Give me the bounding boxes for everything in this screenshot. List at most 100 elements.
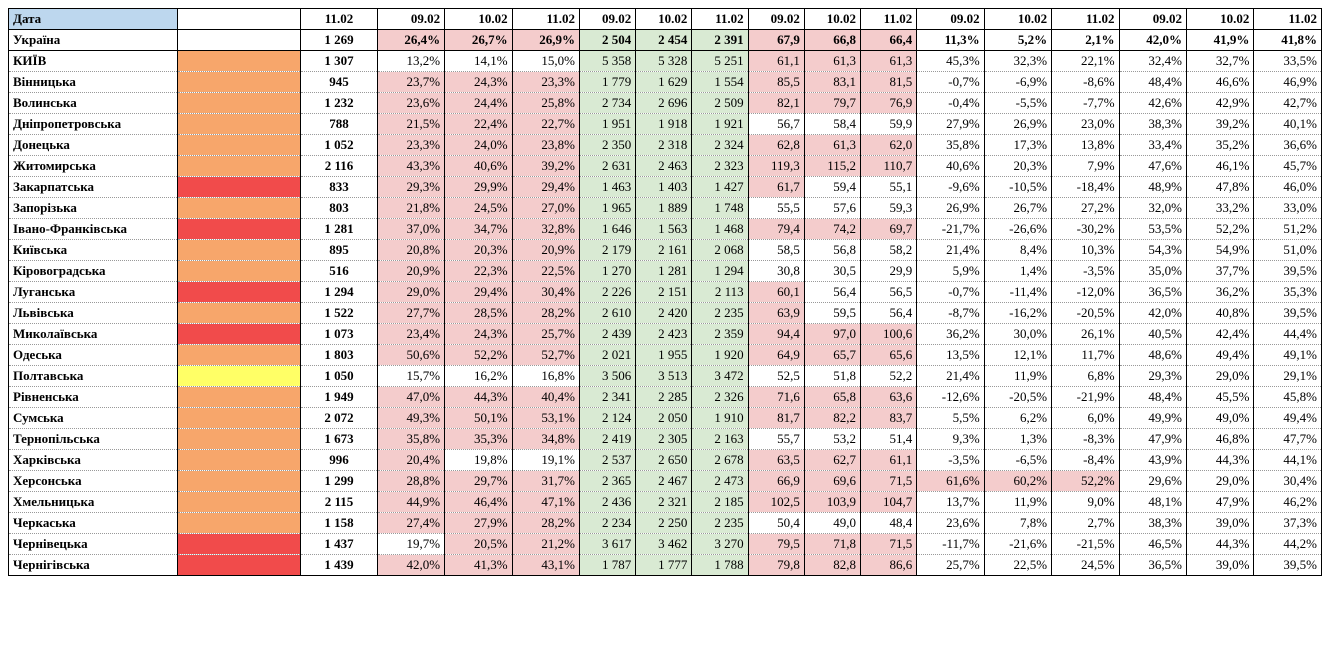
value-cell: 1 748 <box>692 198 748 219</box>
value-cell: 48,6% <box>1119 345 1186 366</box>
value-cell: 82,2 <box>804 408 860 429</box>
value-cell: -8,3% <box>1052 429 1119 450</box>
status-cell <box>177 219 301 240</box>
table-row: Запорізька80321,8%24,5%27,0%1 9651 8891 … <box>9 198 1322 219</box>
value-cell: 65,7 <box>804 345 860 366</box>
value-cell: 26,7% <box>984 198 1051 219</box>
header-g4-2: 11.02 <box>1052 9 1119 30</box>
value-cell: 3 462 <box>636 534 692 555</box>
table-row: Дніпропетровська78821,5%22,4%22,7%1 9511… <box>9 114 1322 135</box>
value-cell: 119,3 <box>748 156 804 177</box>
value-cell: 22,7% <box>512 114 579 135</box>
value-cell: 63,9 <box>748 303 804 324</box>
value-cell: 1 921 <box>692 114 748 135</box>
value-cell: 66,4 <box>861 30 917 51</box>
value-cell: 46,8% <box>1186 429 1253 450</box>
value-cell: 29,7% <box>445 471 512 492</box>
value-cell: 44,4% <box>1254 324 1322 345</box>
value-cell: 54,3% <box>1119 240 1186 261</box>
value-cell: 2 326 <box>692 387 748 408</box>
value-cell: 30,8 <box>748 261 804 282</box>
value-cell: 32,7% <box>1186 51 1253 72</box>
value-cell: 20,9% <box>377 261 444 282</box>
table-row: Україна1 26926,4%26,7%26,9%2 5042 4542 3… <box>9 30 1322 51</box>
value-cell: 2 305 <box>636 429 692 450</box>
value-cell: 5 358 <box>580 51 636 72</box>
value-cell: 2 321 <box>636 492 692 513</box>
value-cell: 62,0 <box>861 135 917 156</box>
value-cell: 11,7% <box>1052 345 1119 366</box>
value-cell: 61,3 <box>861 51 917 72</box>
table-row: Хмельницька2 11544,9%46,4%47,1%2 4362 32… <box>9 492 1322 513</box>
region-cell: Чернівецька <box>9 534 178 555</box>
value-cell: 2 250 <box>636 513 692 534</box>
table-row: Черкаська1 15827,4%27,9%28,2%2 2342 2502… <box>9 513 1322 534</box>
status-cell <box>177 366 301 387</box>
status-cell <box>177 114 301 135</box>
value-cell: -7,7% <box>1052 93 1119 114</box>
value-cell: 1 270 <box>580 261 636 282</box>
value-cell: 42,0% <box>1119 30 1186 51</box>
value-cell: -12,0% <box>1052 282 1119 303</box>
value-cell: 2 650 <box>636 450 692 471</box>
value-cell: 1 073 <box>301 324 377 345</box>
value-cell: -20,5% <box>984 387 1051 408</box>
value-cell: 14,1% <box>445 51 512 72</box>
value-cell: 52,7% <box>512 345 579 366</box>
value-cell: 20,8% <box>377 240 444 261</box>
value-cell: 2 473 <box>692 471 748 492</box>
value-cell: 40,1% <box>1254 114 1322 135</box>
value-cell: 29,6% <box>1119 471 1186 492</box>
value-cell: 56,8 <box>804 240 860 261</box>
table-row: КИЇВ1 30713,2%14,1%15,0%5 3585 3285 2516… <box>9 51 1322 72</box>
value-cell: 12,1% <box>984 345 1051 366</box>
value-cell: 1 646 <box>580 219 636 240</box>
value-cell: 29,0% <box>377 282 444 303</box>
value-cell: -10,5% <box>984 177 1051 198</box>
region-cell: Івано-Франківська <box>9 219 178 240</box>
region-cell: Тернопільська <box>9 429 178 450</box>
value-cell: 43,1% <box>512 555 579 576</box>
value-cell: 21,4% <box>917 366 984 387</box>
value-cell: 39,2% <box>1186 114 1253 135</box>
table-row: Полтавська1 05015,7%16,2%16,8%3 5063 513… <box>9 366 1322 387</box>
value-cell: 2 610 <box>580 303 636 324</box>
value-cell: 41,8% <box>1254 30 1322 51</box>
value-cell: 45,7% <box>1254 156 1322 177</box>
value-cell: 32,0% <box>1119 198 1186 219</box>
value-cell: 29,4% <box>512 177 579 198</box>
value-cell: 50,1% <box>445 408 512 429</box>
value-cell: 16,2% <box>445 366 512 387</box>
value-cell: 2 436 <box>580 492 636 513</box>
value-cell: 33,0% <box>1254 198 1322 219</box>
value-cell: 9,0% <box>1052 492 1119 513</box>
value-cell: 44,2% <box>1254 534 1322 555</box>
value-cell: 2 050 <box>636 408 692 429</box>
value-cell: -3,5% <box>1052 261 1119 282</box>
region-cell: Закарпатська <box>9 177 178 198</box>
value-cell: 103,9 <box>804 492 860 513</box>
value-cell: -8,6% <box>1052 72 1119 93</box>
value-cell: 2 678 <box>692 450 748 471</box>
value-cell: 40,5% <box>1119 324 1186 345</box>
value-cell: 40,4% <box>512 387 579 408</box>
status-cell <box>177 303 301 324</box>
value-cell: 81,5 <box>861 72 917 93</box>
value-cell: 38,3% <box>1119 513 1186 534</box>
value-cell: 2 420 <box>636 303 692 324</box>
value-cell: 5,2% <box>984 30 1051 51</box>
value-cell: 32,4% <box>1119 51 1186 72</box>
value-cell: 47,7% <box>1254 429 1322 450</box>
value-cell: 2 467 <box>636 471 692 492</box>
region-cell: Вінницька <box>9 72 178 93</box>
value-cell: 23,4% <box>377 324 444 345</box>
region-cell: Полтавська <box>9 366 178 387</box>
value-cell: 62,8 <box>748 135 804 156</box>
value-cell: 65,6 <box>861 345 917 366</box>
value-cell: 102,5 <box>748 492 804 513</box>
value-cell: 21,5% <box>377 114 444 135</box>
value-cell: 49,1% <box>1254 345 1322 366</box>
table-row: Одеська1 80350,6%52,2%52,7%2 0211 9551 9… <box>9 345 1322 366</box>
value-cell: 44,9% <box>377 492 444 513</box>
value-cell: 47,9% <box>1119 429 1186 450</box>
